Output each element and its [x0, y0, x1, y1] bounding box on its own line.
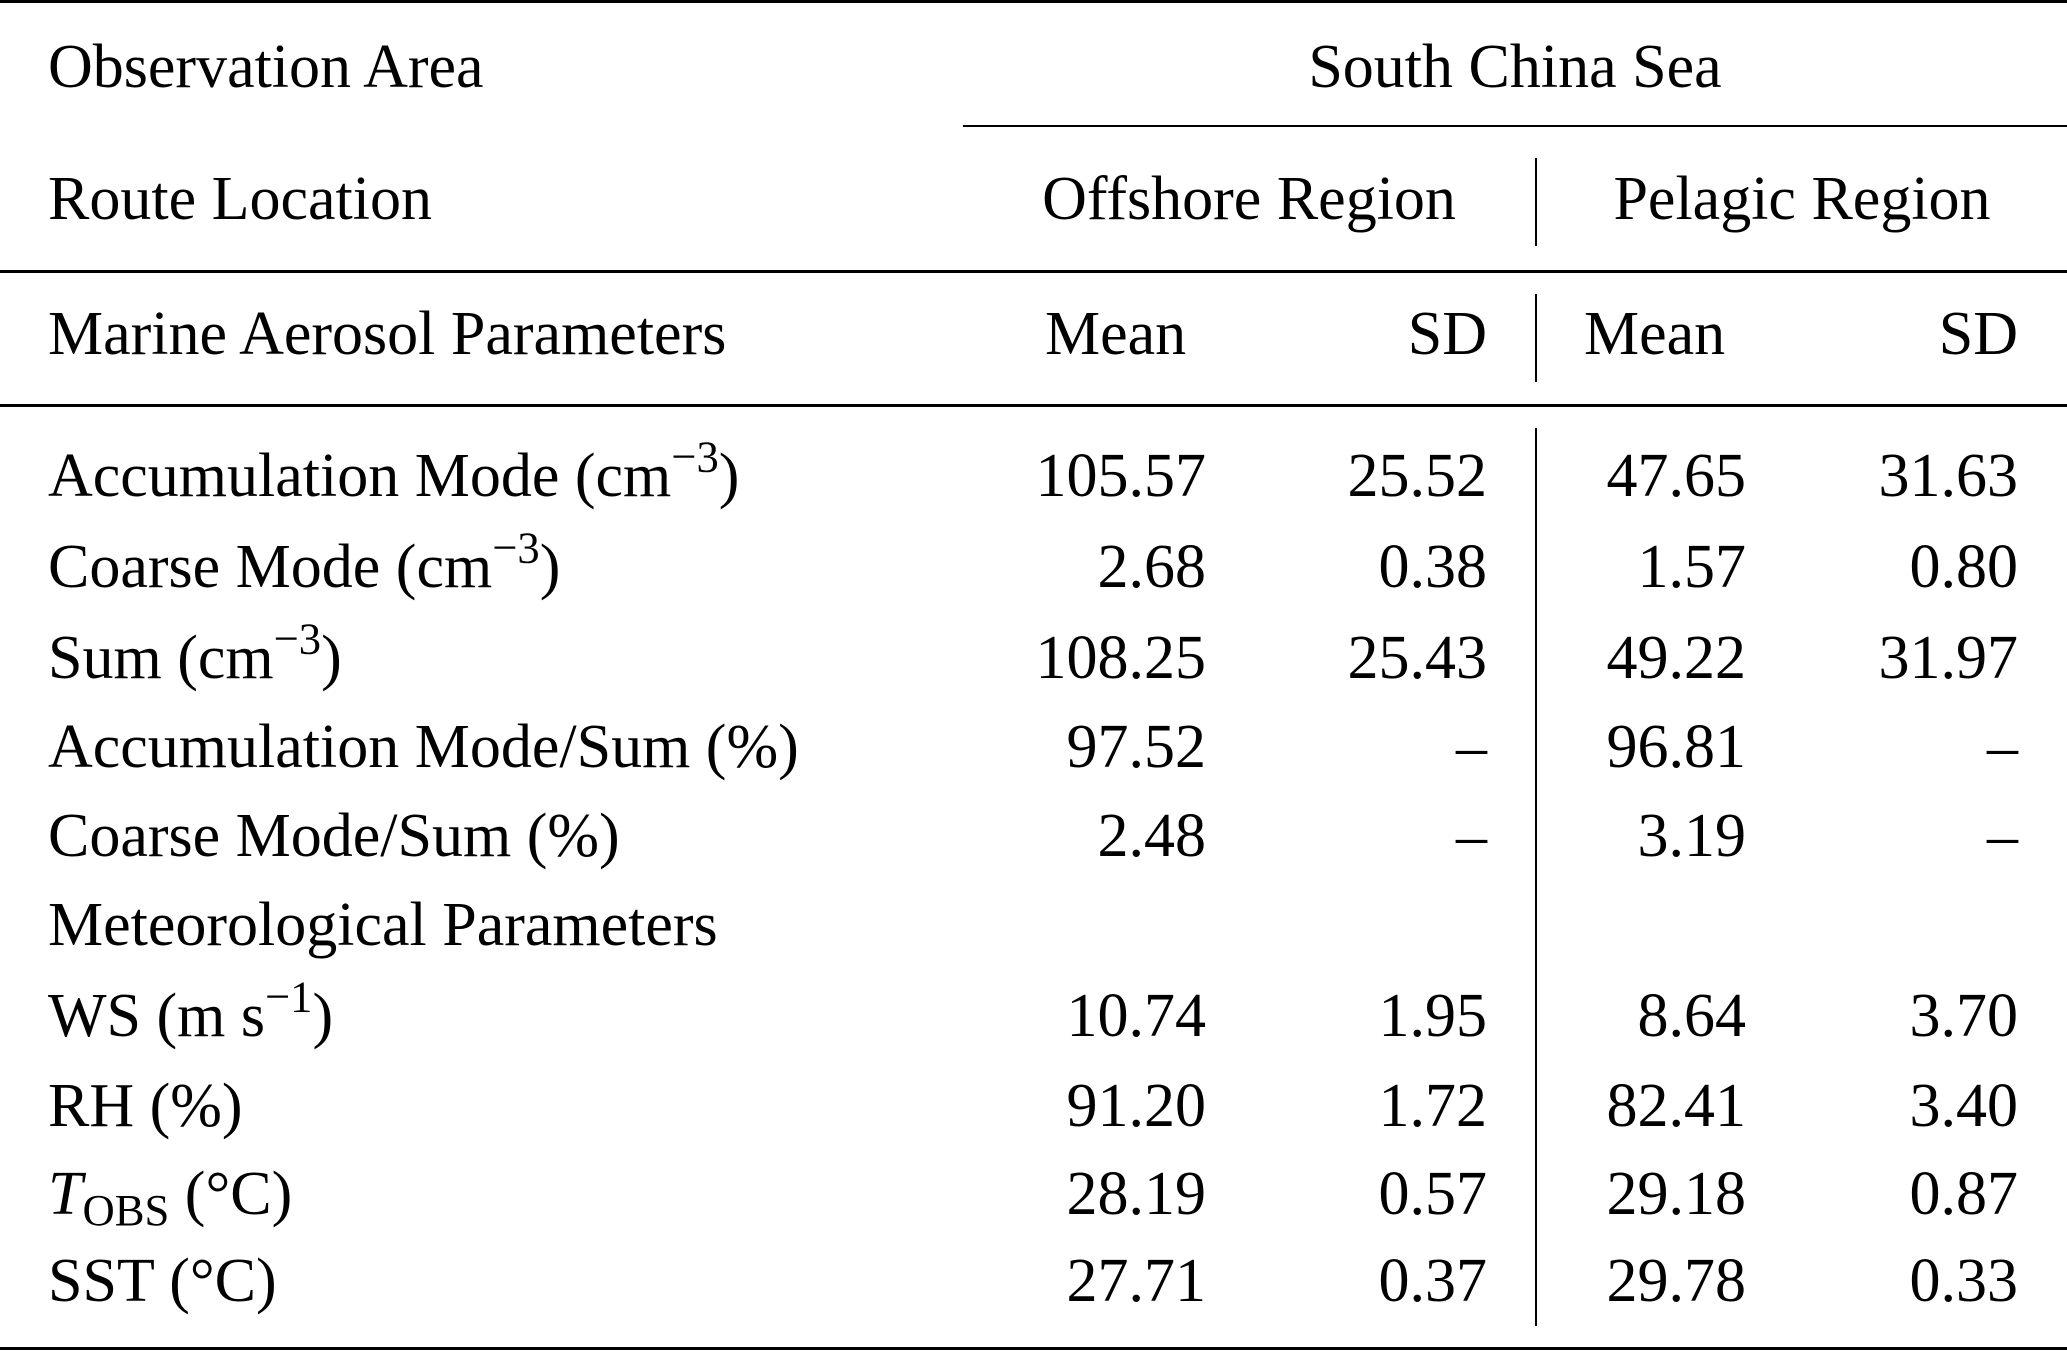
top-rule [0, 0, 2067, 3]
offshore-region-header: Offshore Region [1042, 165, 1456, 233]
pelagic-mean-cell: 47.65 [1606, 442, 1747, 510]
pelagic-sd-cell: 31.63 [1878, 442, 2019, 510]
offshore-sd-cell: 25.43 [1347, 624, 1488, 692]
pelagic-mean-cell: 29.78 [1606, 1247, 1747, 1315]
bottom-rule [0, 1347, 2067, 1350]
header-rule-1 [0, 270, 2067, 273]
table-row-label: Coarse Mode (cm−3) [48, 522, 561, 601]
pelagic-sd-cell: 0.33 [1909, 1247, 2019, 1315]
pelagic-sd-cell: 0.87 [1909, 1160, 2019, 1228]
pelagic-sd-cell: – [1987, 802, 2018, 870]
offshore-mean-cell: 2.68 [1097, 533, 1207, 601]
offshore-sd-cell: 0.57 [1378, 1160, 1488, 1228]
pelagic-mean-cell: 8.64 [1637, 982, 1747, 1050]
table-row-label: Accumulation Mode/Sum (%) [48, 713, 799, 781]
section-label: Meteorological Parameters [48, 891, 718, 959]
pelagic-sd-cell: 0.80 [1909, 533, 2019, 601]
pelagic-mean-cell: 49.22 [1606, 624, 1747, 692]
offshore-mean-cell: 28.19 [1066, 1160, 1207, 1228]
offshore-mean-cell: 105.57 [1035, 442, 1207, 510]
table-row-label: RH (%) [48, 1072, 243, 1140]
observation-area-value: South China Sea [1308, 33, 1722, 101]
pelagic-mean-cell: 82.41 [1606, 1072, 1747, 1140]
offshore-mean-cell: 10.74 [1066, 982, 1207, 1050]
pelagic-region-header: Pelagic Region [1613, 165, 1991, 233]
offshore-mean-header: Mean [1045, 300, 1187, 368]
table-row-label: SST (°C) [48, 1247, 277, 1315]
span-rule [963, 125, 2067, 127]
offshore-mean-cell: 91.20 [1066, 1072, 1207, 1140]
pelagic-mean-header: Mean [1584, 300, 1726, 368]
offshore-mean-cell: 97.52 [1066, 713, 1207, 781]
pelagic-mean-cell: 3.19 [1637, 802, 1747, 870]
column-divider [1535, 158, 1537, 246]
offshore-sd-cell: 0.37 [1378, 1247, 1488, 1315]
table-row-label: TOBS (°C) [48, 1160, 293, 1236]
offshore-sd-cell: 25.52 [1347, 442, 1488, 510]
pelagic-sd-cell: 3.40 [1909, 1072, 2019, 1140]
column-divider [1535, 294, 1537, 382]
offshore-mean-cell: 2.48 [1097, 802, 1207, 870]
pelagic-sd-cell: – [1987, 713, 2018, 781]
pelagic-sd-cell: 3.70 [1909, 982, 2019, 1050]
offshore-sd-cell: 1.72 [1378, 1072, 1488, 1140]
pelagic-mean-cell: 29.18 [1606, 1160, 1747, 1228]
offshore-mean-cell: 108.25 [1035, 624, 1207, 692]
route-location-label: Route Location [48, 165, 432, 233]
offshore-mean-cell: 27.71 [1066, 1247, 1207, 1315]
offshore-sd-header: SD [1407, 300, 1487, 368]
observation-area-label: Observation Area [48, 33, 484, 101]
table-row-label: Accumulation Mode (cm−3) [48, 431, 740, 510]
offshore-sd-cell: – [1456, 802, 1487, 870]
table-row-label: Coarse Mode/Sum (%) [48, 802, 620, 870]
pelagic-sd-header: SD [1938, 300, 2018, 368]
table-row-label: Sum (cm−3) [48, 613, 342, 692]
offshore-sd-cell: 1.95 [1378, 982, 1488, 1050]
offshore-sd-cell: – [1456, 713, 1487, 781]
column-divider [1535, 428, 1537, 1326]
pelagic-mean-cell: 1.57 [1637, 533, 1747, 601]
params-label: Marine Aerosol Parameters [48, 300, 727, 368]
pelagic-sd-cell: 31.97 [1878, 624, 2019, 692]
offshore-sd-cell: 0.38 [1378, 533, 1488, 601]
table-row-label: WS (m s−1) [48, 971, 334, 1050]
header-rule-2 [0, 404, 2067, 407]
pelagic-mean-cell: 96.81 [1606, 713, 1747, 781]
